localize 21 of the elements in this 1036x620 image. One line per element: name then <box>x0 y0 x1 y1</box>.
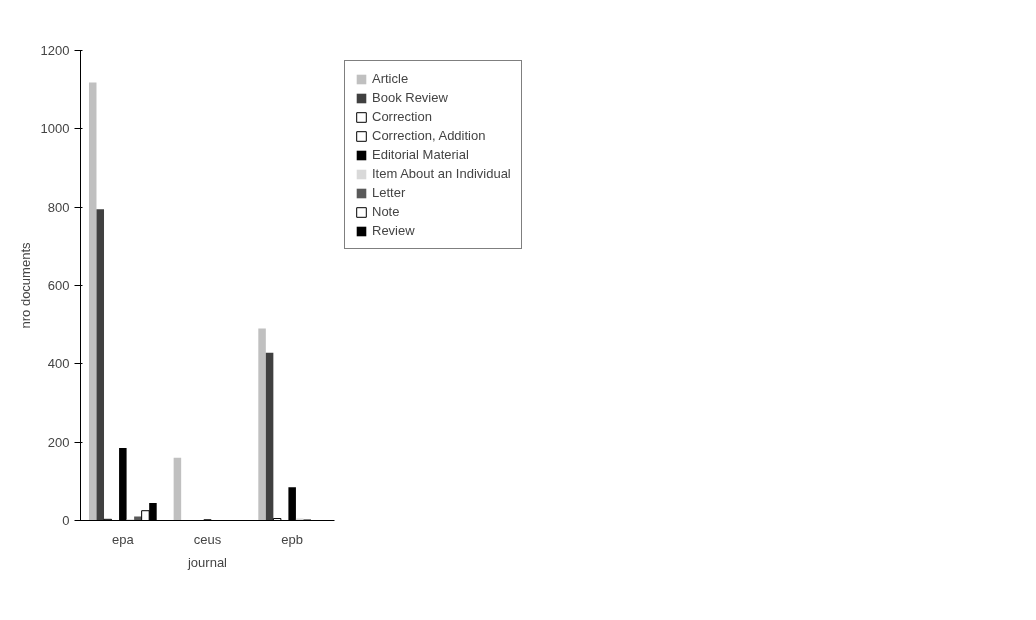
y-tick-label: 1000 <box>40 121 70 137</box>
legend-label: Note <box>372 204 400 219</box>
y-tick-label: 800 <box>47 199 70 215</box>
y-tick-label: 200 <box>47 434 70 450</box>
legend-label: Article <box>372 71 409 86</box>
legend-label: Book Review <box>372 90 448 105</box>
legend-label: Letter <box>372 185 406 200</box>
y-axis-title: nro documents <box>17 242 33 329</box>
x-tick-label: epb <box>281 531 304 547</box>
y-tick-label: 1200 <box>40 43 70 58</box>
y-tick-label: 400 <box>47 356 70 372</box>
y-tick-label: 0 <box>62 513 70 528</box>
legend-label: Correction, Addition <box>372 128 486 143</box>
legend-label: Review <box>372 223 415 238</box>
legend-label: Item About an Individual <box>372 166 511 181</box>
x-tick-label: epa <box>111 531 135 547</box>
x-axis-title: journal <box>186 554 228 570</box>
x-tick-label: ceus <box>193 531 222 547</box>
legend-label: Editorial Material <box>372 147 469 162</box>
y-tick-label: 600 <box>47 278 70 293</box>
legend-label: Correction <box>372 109 432 124</box>
